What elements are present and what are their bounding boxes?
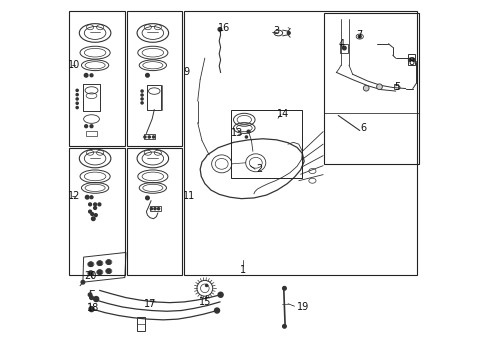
Bar xyxy=(150,206,161,211)
Circle shape xyxy=(92,217,95,221)
Circle shape xyxy=(287,32,290,35)
Circle shape xyxy=(141,94,143,96)
Circle shape xyxy=(98,261,102,265)
Circle shape xyxy=(89,262,93,266)
Circle shape xyxy=(89,271,93,275)
Circle shape xyxy=(343,46,346,50)
Ellipse shape xyxy=(377,84,382,90)
Bar xyxy=(144,134,155,139)
Circle shape xyxy=(89,307,94,312)
Text: 17: 17 xyxy=(144,299,156,309)
Circle shape xyxy=(89,203,92,206)
Circle shape xyxy=(141,98,143,100)
Circle shape xyxy=(141,102,143,104)
Ellipse shape xyxy=(364,85,369,91)
Circle shape xyxy=(76,98,78,100)
Circle shape xyxy=(215,308,220,313)
Text: 6: 6 xyxy=(360,123,367,133)
Text: 11: 11 xyxy=(183,191,196,201)
Circle shape xyxy=(98,203,101,206)
Circle shape xyxy=(90,196,93,199)
Circle shape xyxy=(218,292,223,297)
Circle shape xyxy=(94,297,98,302)
Circle shape xyxy=(218,28,221,31)
Bar xyxy=(69,12,125,146)
Bar xyxy=(324,13,419,164)
Circle shape xyxy=(283,324,286,328)
Circle shape xyxy=(76,107,78,109)
Circle shape xyxy=(94,207,97,210)
Text: 13: 13 xyxy=(231,129,244,138)
Bar xyxy=(341,44,348,53)
Circle shape xyxy=(409,58,412,61)
Bar xyxy=(147,85,161,110)
Bar xyxy=(231,110,302,178)
Bar xyxy=(137,318,145,331)
Bar xyxy=(87,131,97,135)
Circle shape xyxy=(148,136,150,138)
Circle shape xyxy=(154,208,156,210)
Text: 7: 7 xyxy=(356,30,363,40)
Circle shape xyxy=(150,208,152,210)
Circle shape xyxy=(283,287,286,290)
Text: 20: 20 xyxy=(84,271,97,281)
Bar xyxy=(408,54,416,65)
Circle shape xyxy=(247,130,250,133)
Circle shape xyxy=(245,136,247,138)
Text: 16: 16 xyxy=(218,23,230,33)
Circle shape xyxy=(412,58,415,61)
Circle shape xyxy=(94,203,97,206)
Circle shape xyxy=(90,74,93,77)
Circle shape xyxy=(84,73,88,77)
Text: 10: 10 xyxy=(68,60,80,70)
Bar xyxy=(126,12,182,146)
Circle shape xyxy=(141,90,143,92)
Circle shape xyxy=(76,102,78,104)
Text: 19: 19 xyxy=(297,302,309,312)
Text: 4: 4 xyxy=(338,39,344,49)
Circle shape xyxy=(107,260,111,264)
Text: 14: 14 xyxy=(276,109,289,119)
Bar xyxy=(83,84,100,111)
Circle shape xyxy=(95,214,97,217)
Text: 9: 9 xyxy=(183,67,190,77)
Text: 2: 2 xyxy=(256,164,262,174)
Text: 8: 8 xyxy=(408,57,414,67)
Bar xyxy=(394,84,398,89)
Text: 18: 18 xyxy=(87,303,99,314)
Circle shape xyxy=(98,270,102,274)
Circle shape xyxy=(152,136,155,138)
Text: 3: 3 xyxy=(274,26,280,36)
Bar xyxy=(184,12,417,275)
Circle shape xyxy=(76,94,78,96)
Circle shape xyxy=(89,210,92,213)
Circle shape xyxy=(205,284,208,287)
Circle shape xyxy=(85,125,88,128)
Circle shape xyxy=(107,269,111,273)
Circle shape xyxy=(358,35,361,38)
Circle shape xyxy=(157,208,160,210)
Circle shape xyxy=(90,296,93,300)
Circle shape xyxy=(81,280,85,284)
Bar xyxy=(126,148,182,275)
Circle shape xyxy=(91,213,94,216)
Text: 1: 1 xyxy=(240,265,246,275)
Text: 15: 15 xyxy=(199,297,212,307)
Circle shape xyxy=(90,125,93,128)
Text: 5: 5 xyxy=(394,82,400,92)
Bar xyxy=(69,148,125,275)
Circle shape xyxy=(146,196,149,200)
Text: 12: 12 xyxy=(68,191,80,201)
Circle shape xyxy=(146,73,149,77)
Circle shape xyxy=(88,293,92,297)
Circle shape xyxy=(85,195,89,199)
Circle shape xyxy=(144,136,146,138)
Circle shape xyxy=(76,89,78,91)
